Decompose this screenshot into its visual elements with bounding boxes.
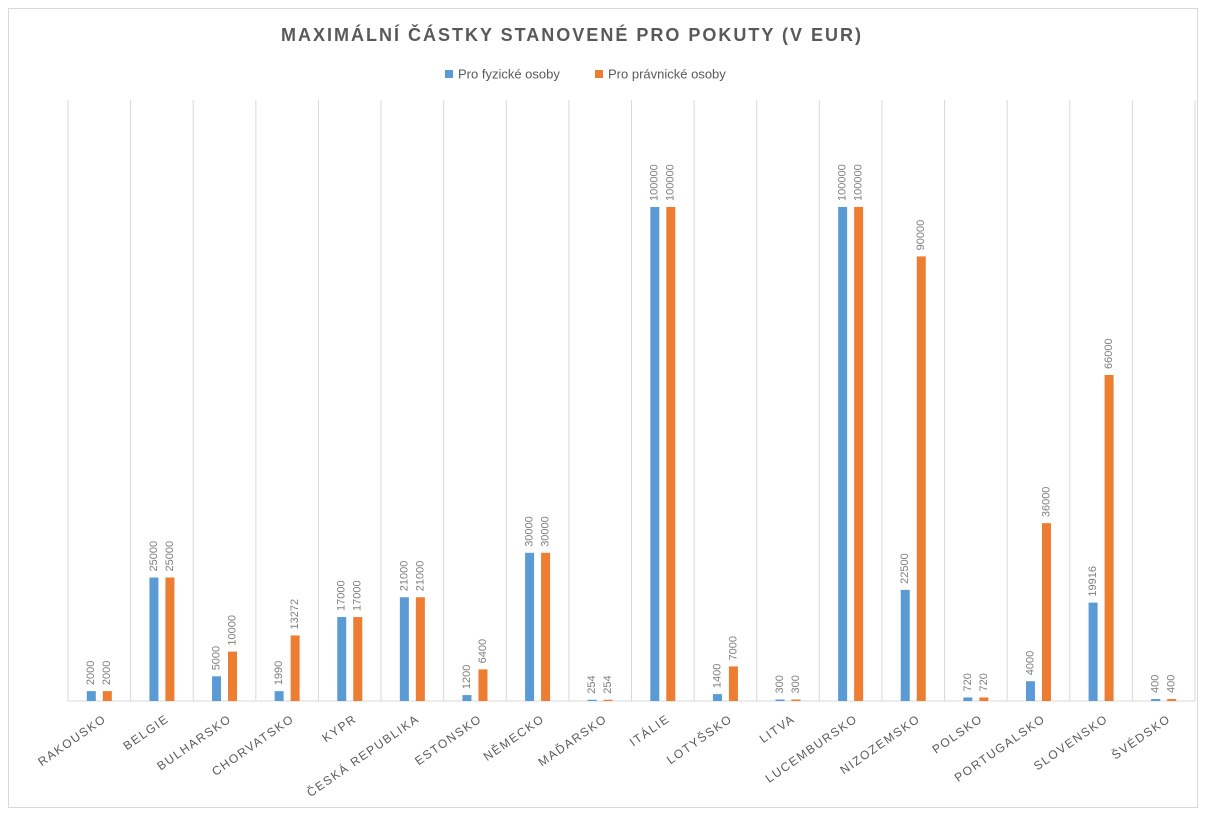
data-label: 19916 — [1087, 566, 1099, 597]
bar — [478, 669, 488, 701]
data-label: 7000 — [727, 636, 739, 660]
bar — [290, 635, 300, 701]
bar — [963, 697, 973, 701]
bar — [838, 207, 848, 701]
legend-label: Pro fyzické osoby — [458, 66, 560, 81]
bar — [228, 651, 238, 701]
data-label: 400 — [1150, 675, 1162, 693]
data-label: 22500 — [899, 553, 911, 584]
bar — [1041, 523, 1051, 701]
bar — [900, 589, 910, 701]
data-label: 25000 — [164, 541, 176, 572]
bar — [541, 552, 551, 701]
data-label: 25000 — [148, 541, 160, 572]
data-label: 100000 — [837, 164, 849, 201]
data-label: 21000 — [414, 561, 426, 592]
bar — [979, 697, 989, 701]
bar — [102, 691, 112, 701]
bar — [1088, 602, 1098, 701]
bar — [587, 699, 597, 701]
data-label: 90000 — [915, 220, 927, 251]
bar — [666, 207, 676, 701]
data-label: 100000 — [665, 164, 677, 201]
bar — [86, 691, 96, 701]
bar — [353, 617, 363, 701]
bar — [165, 577, 175, 701]
data-label: 720 — [962, 673, 974, 691]
chart-title: MAXIMÁLNÍ ČÁSTKY STANOVENÉ PRO POKUTY (V… — [281, 24, 863, 45]
data-label: 36000 — [1040, 487, 1052, 518]
data-label: 1200 — [461, 665, 473, 689]
legend-label: Pro právnické osoby — [608, 66, 726, 81]
data-label: 1990 — [273, 661, 285, 685]
bar — [212, 676, 222, 701]
data-label: 21000 — [398, 561, 410, 592]
data-label: 300 — [774, 675, 786, 693]
bar — [525, 552, 535, 701]
data-label: 6400 — [477, 639, 489, 663]
bar — [854, 207, 864, 701]
bar — [399, 597, 409, 701]
data-label: 2000 — [101, 661, 113, 685]
data-label: 17000 — [352, 580, 364, 611]
bar — [728, 666, 738, 701]
bar — [462, 695, 472, 701]
data-label: 17000 — [336, 580, 348, 611]
bar — [775, 699, 785, 701]
data-label: 10000 — [226, 615, 238, 646]
bar — [1151, 699, 1161, 701]
bar — [1025, 681, 1035, 701]
data-label: 400 — [1166, 675, 1178, 693]
legend-swatch — [445, 70, 453, 78]
chart-border — [8, 8, 1198, 808]
bar — [337, 617, 347, 701]
data-label: 5000 — [210, 646, 222, 670]
bar — [712, 694, 722, 701]
bar — [415, 597, 425, 701]
data-label: 254 — [602, 675, 614, 693]
bar — [650, 207, 660, 701]
legend-swatch — [595, 70, 603, 78]
data-label: 300 — [790, 675, 802, 693]
bar — [791, 699, 801, 701]
bar — [149, 577, 159, 701]
data-label: 100000 — [853, 164, 865, 201]
data-label: 13272 — [289, 599, 301, 630]
data-label: 4000 — [1024, 651, 1036, 675]
bar — [1104, 374, 1114, 701]
data-label: 30000 — [523, 516, 535, 547]
data-label: 100000 — [649, 164, 661, 201]
data-label: 254 — [586, 675, 598, 693]
data-label: 2000 — [85, 661, 97, 685]
data-label: 720 — [978, 673, 990, 691]
data-label: 30000 — [539, 516, 551, 547]
data-label: 1400 — [711, 664, 723, 688]
data-label: 66000 — [1103, 338, 1115, 369]
bar — [1167, 699, 1177, 701]
bar — [916, 256, 926, 701]
bar — [274, 691, 284, 701]
bar — [603, 699, 613, 701]
